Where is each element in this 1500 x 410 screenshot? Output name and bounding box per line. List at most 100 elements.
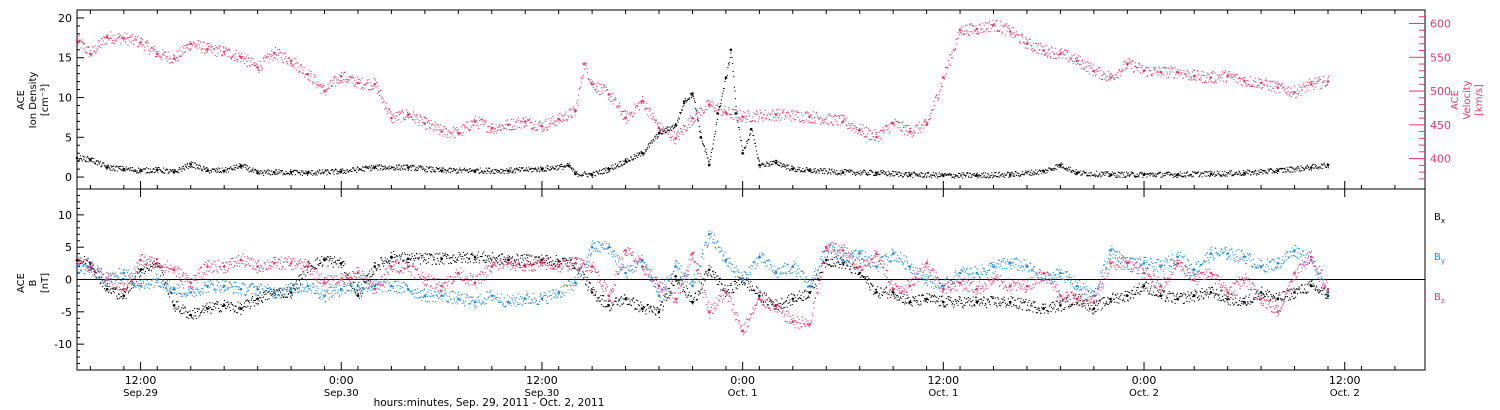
by-point	[122, 271, 126, 275]
legend-Bz: Bz	[1434, 292, 1445, 305]
by-point	[75, 265, 79, 268]
velocity-point	[222, 50, 226, 54]
by-point	[1109, 249, 1112, 252]
bx-point	[1310, 284, 1313, 288]
by-point	[691, 284, 694, 288]
velocity-point	[707, 103, 711, 106]
by-point	[1209, 252, 1213, 255]
velocity-point	[858, 128, 861, 132]
bx-point	[406, 257, 410, 261]
by-point	[139, 284, 142, 288]
bz-point	[206, 265, 209, 268]
density-tick-label: 20	[58, 12, 72, 25]
bz-point	[1243, 278, 1246, 281]
legend-By: By	[1434, 252, 1445, 265]
velocity-point	[925, 123, 928, 127]
bz-point	[423, 278, 427, 281]
x-tick-date: Oct. 2	[1330, 388, 1360, 399]
by-point	[1259, 265, 1263, 268]
by-point	[222, 284, 226, 288]
bx-point	[289, 291, 293, 294]
bx-series	[75, 250, 1330, 320]
x-tick-time: 0:00	[329, 374, 354, 387]
by-point	[1192, 268, 1196, 272]
velocity-point	[1025, 42, 1029, 46]
by-point	[1276, 262, 1280, 265]
velocity-point	[256, 66, 259, 69]
b-tick-label: -10	[54, 338, 72, 351]
b-axis-label-1: B	[28, 279, 39, 286]
bx-point	[256, 297, 259, 301]
by-point	[992, 265, 995, 268]
velocity-point	[582, 62, 586, 66]
density-trace	[77, 49, 1329, 179]
by-point	[423, 294, 427, 298]
x-tick-date: Oct. 1	[928, 388, 958, 399]
bz-point	[574, 262, 577, 265]
by-point	[189, 291, 192, 294]
velocity-tick-label: 600	[1430, 18, 1451, 31]
velocity-point	[841, 120, 845, 123]
velocity-point	[808, 115, 811, 118]
bz-point	[289, 262, 293, 265]
magnetic-field-panel: -10 -5 0 5 10 ACE B [nT] Bx By Bz	[16, 188, 1445, 371]
b-axis-label-2: [nT]	[40, 273, 51, 293]
velocity-axis-label-1: Velocity	[1462, 80, 1473, 119]
bz-point	[825, 245, 828, 249]
x-axis-title: hours:minutes, Sep. 29, 2011 - Oct. 2, 2…	[374, 397, 605, 409]
density-axis-label-0: ACE	[16, 90, 27, 110]
velocity-point	[641, 99, 644, 103]
bz-point	[222, 265, 226, 268]
bx-point	[356, 294, 360, 298]
bz-point	[1109, 262, 1112, 265]
velocity-point	[908, 130, 912, 133]
bz-point	[323, 281, 326, 285]
bz-point	[624, 249, 627, 252]
bx-point	[674, 275, 677, 278]
velocity-point	[1192, 74, 1196, 78]
velocity-point	[423, 122, 427, 125]
top-panel-frame	[76, 9, 1426, 190]
bz-point	[1159, 284, 1163, 288]
velocity-point	[1276, 86, 1280, 89]
density-point	[339, 170, 343, 173]
by-point	[1159, 265, 1163, 268]
bz-point	[256, 265, 259, 268]
by-point	[858, 252, 861, 255]
velocity-point	[657, 126, 661, 130]
velocity-point	[1059, 52, 1062, 56]
bx-point	[891, 291, 895, 294]
velocity-point	[975, 27, 979, 31]
bz-point	[356, 271, 360, 275]
bz-point	[975, 287, 979, 291]
by-point	[774, 271, 778, 275]
velocity-point	[1109, 76, 1112, 79]
bx-point	[1142, 284, 1146, 288]
velocity-point	[490, 126, 494, 130]
velocity-point	[540, 124, 544, 128]
by-point	[841, 258, 845, 262]
bx-point	[1293, 291, 1296, 294]
bx-point	[75, 258, 79, 262]
time-axis-labels: 12:00Sep.290:00Sep.3012:00Sep.300:00Oct.…	[89, 10, 1396, 399]
by-point	[1176, 255, 1179, 259]
velocity-point	[172, 57, 176, 60]
bz-point	[490, 265, 494, 268]
x-tick-date: Oct. 2	[1129, 388, 1159, 399]
bz-point	[390, 265, 393, 268]
legend-Bx: Bx	[1434, 212, 1445, 225]
x-tick-time: 12:00	[526, 374, 558, 387]
velocity-point	[457, 131, 460, 135]
bz-series	[75, 241, 1330, 336]
velocity-axis-label-0: ACE	[1450, 90, 1461, 110]
x-tick-time: 12:00	[927, 374, 959, 387]
bz-point	[908, 284, 912, 288]
x-tick-time: 0:00	[730, 374, 755, 387]
bx-point	[791, 297, 795, 301]
velocity-point	[724, 111, 728, 114]
by-point	[925, 278, 928, 281]
velocity-trace	[77, 19, 1329, 145]
density-point	[1176, 173, 1179, 176]
